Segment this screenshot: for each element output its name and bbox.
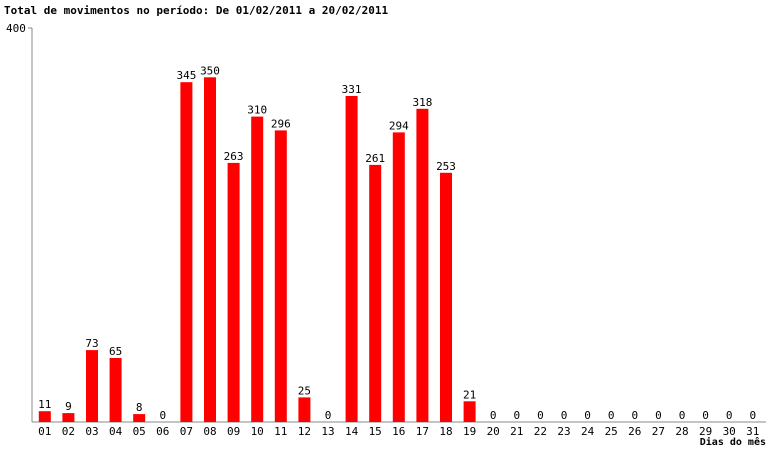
value-label-day-18: 253 [436,160,456,173]
x-tick-label-day-29: 29 [699,425,712,438]
x-tick-label-day-03: 03 [85,425,98,438]
bar-day-02 [62,413,75,422]
bars [38,77,476,423]
value-label-day-11: 296 [271,117,291,130]
value-label-day-15: 261 [365,152,385,165]
x-tick-label-day-07: 07 [180,425,193,438]
value-label-day-10: 310 [247,104,267,117]
x-tick-label-day-28: 28 [675,425,688,438]
value-label-day-20: 0 [490,409,497,422]
x-tick-label-day-21: 21 [510,425,523,438]
bar-day-10 [251,116,264,422]
x-tick-label-day-14: 14 [345,425,359,438]
x-tick-label-day-09: 09 [227,425,240,438]
x-tick-label-day-27: 27 [652,425,665,438]
value-label-day-07: 345 [176,69,196,82]
value-label-day-25: 0 [608,409,615,422]
bar-day-14 [345,96,358,422]
value-label-day-13: 0 [325,409,332,422]
x-tick-label-day-08: 08 [203,425,216,438]
value-label-day-02: 9 [65,400,72,413]
value-label-day-21: 0 [513,409,520,422]
bar-day-09 [227,162,240,422]
x-tick-label-day-16: 16 [392,425,405,438]
bar-day-11 [274,130,287,422]
value-label-day-04: 65 [109,345,122,358]
value-label-day-31: 0 [749,409,756,422]
x-tick-label-day-20: 20 [487,425,500,438]
bar-day-01 [38,411,51,422]
x-tick-label-day-02: 02 [62,425,75,438]
x-tick-label-day-17: 17 [416,425,429,438]
x-tick-label-day-19: 19 [463,425,476,438]
value-label-day-24: 0 [584,409,591,422]
bar-day-16 [392,132,405,422]
value-label-day-28: 0 [679,409,686,422]
x-tick-label-day-13: 13 [321,425,334,438]
x-tick-label-day-10: 10 [251,425,264,438]
value-label-day-01: 11 [38,398,51,411]
bar-day-17 [416,108,429,423]
x-tick-label-day-18: 18 [439,425,452,438]
value-label-day-05: 8 [136,401,143,414]
value-label-day-14: 331 [342,83,362,96]
bar-day-12 [298,397,311,422]
bar-day-18 [440,172,452,422]
x-tick-label-day-06: 06 [156,425,169,438]
x-tick-label-day-04: 04 [109,425,123,438]
value-label-day-06: 0 [159,409,166,422]
x-tick-label-day-12: 12 [298,425,311,438]
value-label-day-16: 294 [389,119,409,132]
chart-title: Total de movimentos no período: De 01/02… [4,4,389,17]
x-tick-label-day-01: 01 [38,425,51,438]
bar-day-05 [133,414,146,422]
value-label-day-30: 0 [726,409,733,422]
value-label-day-19: 21 [463,388,476,401]
value-label-day-27: 0 [655,409,662,422]
x-tick-labels: 01 02 03 04 05 06 07 08 09 10 11 12 13 14 15 16 17 18 19 20… [38,425,759,438]
x-tick-label-day-15: 15 [369,425,382,438]
x-tick-label-day-31: 31 [746,425,759,438]
bar-day-07 [180,82,193,422]
value-label-day-09: 263 [224,150,244,163]
bar-day-03 [86,350,98,422]
value-label-day-03: 73 [85,337,98,350]
x-tick-label-day-22: 22 [534,425,547,438]
x-tick-label-day-23: 23 [557,425,570,438]
bar-day-19 [463,401,476,422]
value-label-day-29: 0 [702,409,709,422]
x-axis-label: Dias do mês [700,436,766,448]
y-axis-max-label: 400 [6,22,26,35]
value-label-day-08: 350 [200,64,220,77]
x-tick-label-day-25: 25 [605,425,618,438]
value-label-day-17: 318 [412,96,432,109]
value-label-day-12: 25 [298,384,311,397]
value-label-day-26: 0 [631,409,638,422]
x-tick-label-day-30: 30 [723,425,736,438]
value-label-day-23: 0 [561,409,568,422]
bar-day-08 [204,77,216,423]
bar-day-15 [369,164,382,422]
bar-day-04 [109,358,122,422]
value-label-day-22: 0 [537,409,544,422]
x-tick-label-day-24: 24 [581,425,595,438]
x-tick-label-day-11: 11 [274,425,287,438]
x-tick-label-day-05: 05 [133,425,146,438]
x-tick-label-day-26: 26 [628,425,641,438]
